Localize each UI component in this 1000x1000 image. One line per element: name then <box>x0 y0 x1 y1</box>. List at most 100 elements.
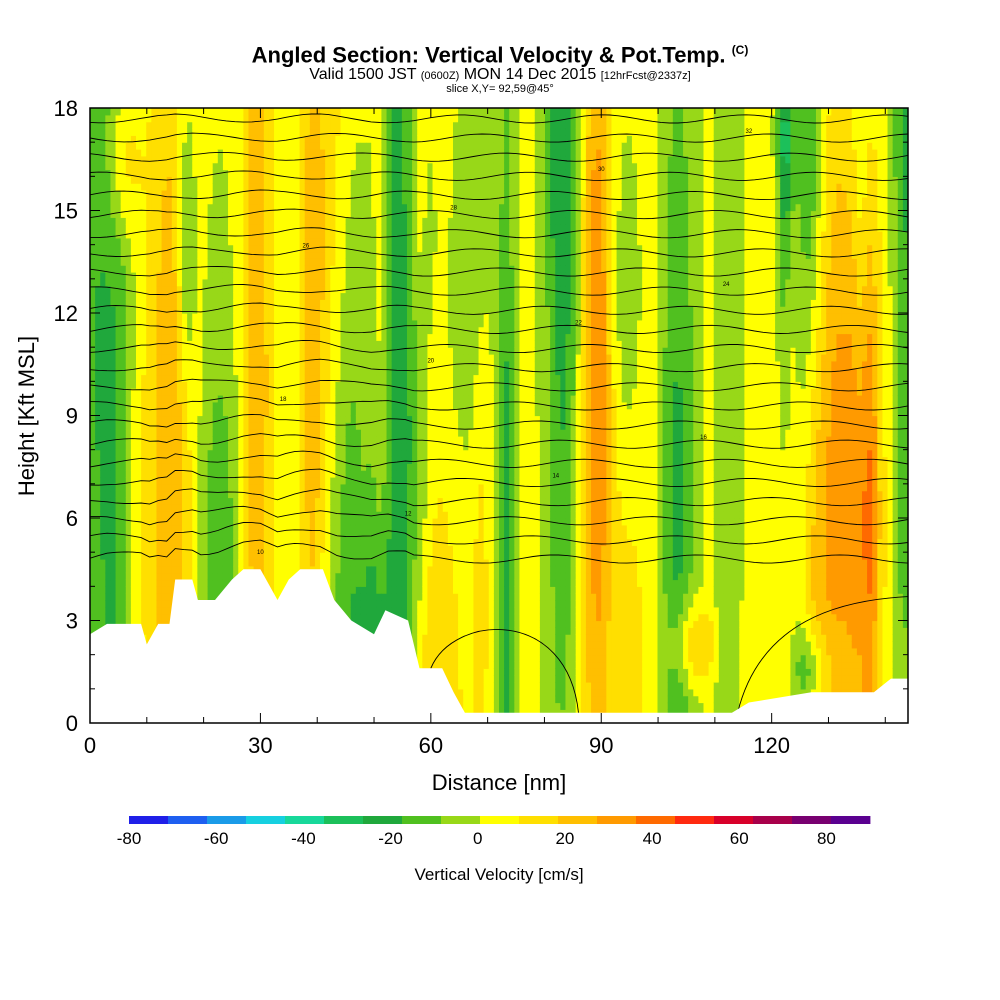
velocity-cell <box>166 319 173 328</box>
velocity-cell <box>360 538 367 546</box>
velocity-cell <box>197 531 204 540</box>
velocity-cell <box>192 565 198 574</box>
velocity-cell <box>151 258 158 266</box>
velocity-cell <box>366 395 372 403</box>
velocity-cell <box>299 449 306 458</box>
velocity-cell <box>176 272 183 280</box>
velocity-cell <box>340 477 347 485</box>
velocity-cell <box>350 593 357 601</box>
velocity-cell <box>130 436 137 444</box>
velocity-cell <box>146 511 152 519</box>
velocity-cell <box>263 285 270 294</box>
velocity-cell <box>238 244 244 253</box>
velocity-cell <box>105 483 112 492</box>
velocity-cell <box>274 429 280 437</box>
velocity-cell <box>253 504 260 512</box>
velocity-cell <box>243 128 250 136</box>
velocity-cell <box>90 538 96 546</box>
velocity-cell <box>166 340 173 348</box>
velocity-cell <box>105 593 112 601</box>
velocity-cell <box>279 429 285 437</box>
velocity-cell <box>263 470 270 478</box>
velocity-cell <box>192 190 198 198</box>
velocity-cell <box>166 401 173 410</box>
velocity-cell <box>161 162 168 171</box>
velocity-cell <box>151 313 158 321</box>
velocity-cell <box>95 121 101 130</box>
velocity-cell <box>120 552 127 560</box>
velocity-cell <box>258 497 265 505</box>
velocity-cell <box>320 135 326 143</box>
velocity-cell <box>100 511 106 519</box>
velocity-cell <box>222 477 229 485</box>
velocity-cell <box>325 483 331 492</box>
velocity-cell <box>335 169 342 177</box>
velocity-cell <box>279 477 285 485</box>
velocity-cell <box>350 306 357 314</box>
velocity-cell <box>207 231 214 239</box>
velocity-cell <box>340 128 347 136</box>
velocity-cell <box>120 524 127 533</box>
velocity-cell <box>202 449 209 458</box>
velocity-cell <box>115 210 122 218</box>
velocity-cell <box>176 565 183 574</box>
velocity-cell <box>258 265 265 273</box>
velocity-cell <box>279 579 285 587</box>
velocity-cell <box>263 326 270 335</box>
velocity-cell <box>350 299 357 307</box>
velocity-cell <box>299 313 306 321</box>
velocity-cell <box>207 545 214 553</box>
velocity-cell <box>136 217 142 225</box>
velocity-cell <box>187 531 193 540</box>
velocity-cell <box>263 408 270 417</box>
velocity-cell <box>263 518 270 526</box>
velocity-cell <box>314 169 321 177</box>
velocity-cell <box>335 559 342 567</box>
velocity-cell <box>222 552 229 560</box>
velocity-cell <box>243 237 250 246</box>
velocity-cell <box>136 135 142 143</box>
velocity-cell <box>274 217 280 225</box>
velocity-cell <box>248 456 255 464</box>
velocity-cell <box>105 436 112 444</box>
velocity-cell <box>294 374 301 382</box>
velocity-cell <box>146 292 152 300</box>
velocity-cell <box>202 265 209 273</box>
velocity-cell <box>228 401 234 410</box>
velocity-cell <box>268 176 275 184</box>
velocity-cell <box>161 217 168 225</box>
velocity-cell <box>100 381 106 389</box>
velocity-cell <box>130 176 137 184</box>
velocity-cell <box>228 128 234 136</box>
velocity-cell <box>197 572 204 581</box>
velocity-cell <box>156 224 163 232</box>
velocity-cell <box>166 408 173 417</box>
velocity-cell <box>156 306 163 314</box>
velocity-cell <box>233 381 239 389</box>
velocity-cell <box>253 142 260 150</box>
velocity-cell <box>197 183 204 191</box>
velocity-cell <box>233 155 239 164</box>
velocity-cell <box>284 436 290 444</box>
velocity-cell <box>141 149 147 157</box>
velocity-cell <box>263 231 270 239</box>
velocity-cell <box>187 319 193 328</box>
velocity-cell <box>299 524 306 533</box>
velocity-cell <box>284 108 290 116</box>
velocity-cell <box>192 381 198 389</box>
velocity-cell <box>212 408 219 417</box>
velocity-cell <box>125 354 132 362</box>
velocity-cell <box>166 511 173 519</box>
velocity-cell <box>120 579 127 587</box>
velocity-cell <box>268 415 275 423</box>
velocity-cell <box>166 224 173 232</box>
velocity-cell <box>171 108 178 116</box>
velocity-cell <box>258 306 265 314</box>
velocity-cell <box>309 545 316 553</box>
velocity-cell <box>95 463 101 471</box>
velocity-cell <box>100 285 106 294</box>
velocity-cell <box>345 538 352 546</box>
velocity-cell <box>268 559 275 567</box>
velocity-cell <box>130 477 137 485</box>
velocity-cell <box>228 237 234 246</box>
